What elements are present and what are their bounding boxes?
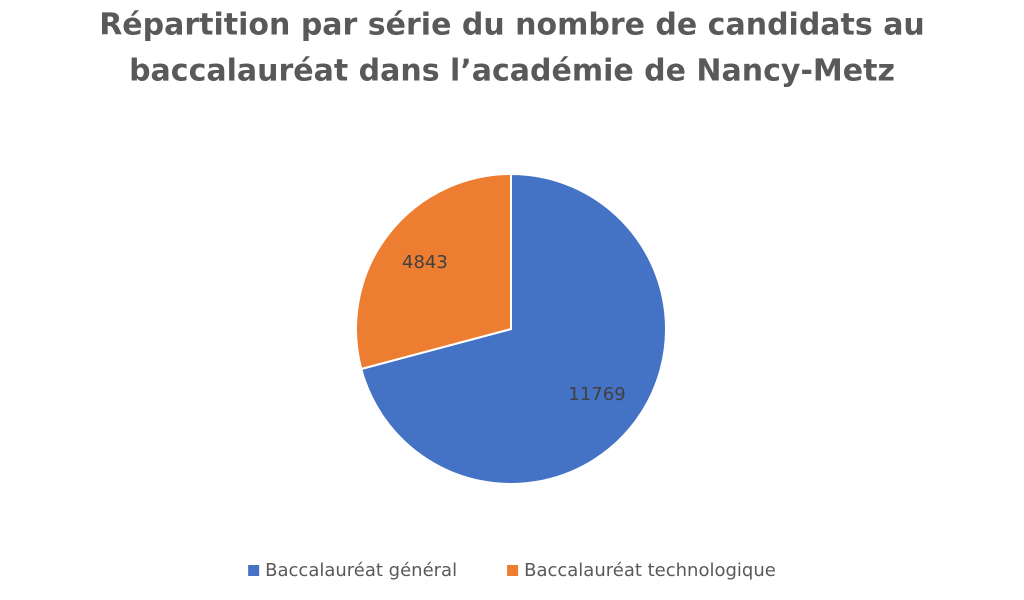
- legend-label: Baccalauréat technologique: [524, 560, 776, 581]
- legend-label: Baccalauréat général: [265, 560, 457, 581]
- chart-title: Répartition par série du nombre de candi…: [99, 8, 925, 43]
- data-label: 11769: [568, 384, 625, 405]
- chart-title: baccalauréat dans l’académie de Nancy-Me…: [129, 54, 895, 89]
- legend-swatch: [248, 565, 260, 576]
- pie-slice: [355, 172, 512, 371]
- pie-slice: [360, 172, 667, 485]
- legend-swatch: [507, 565, 519, 576]
- data-label: 4843: [402, 252, 448, 273]
